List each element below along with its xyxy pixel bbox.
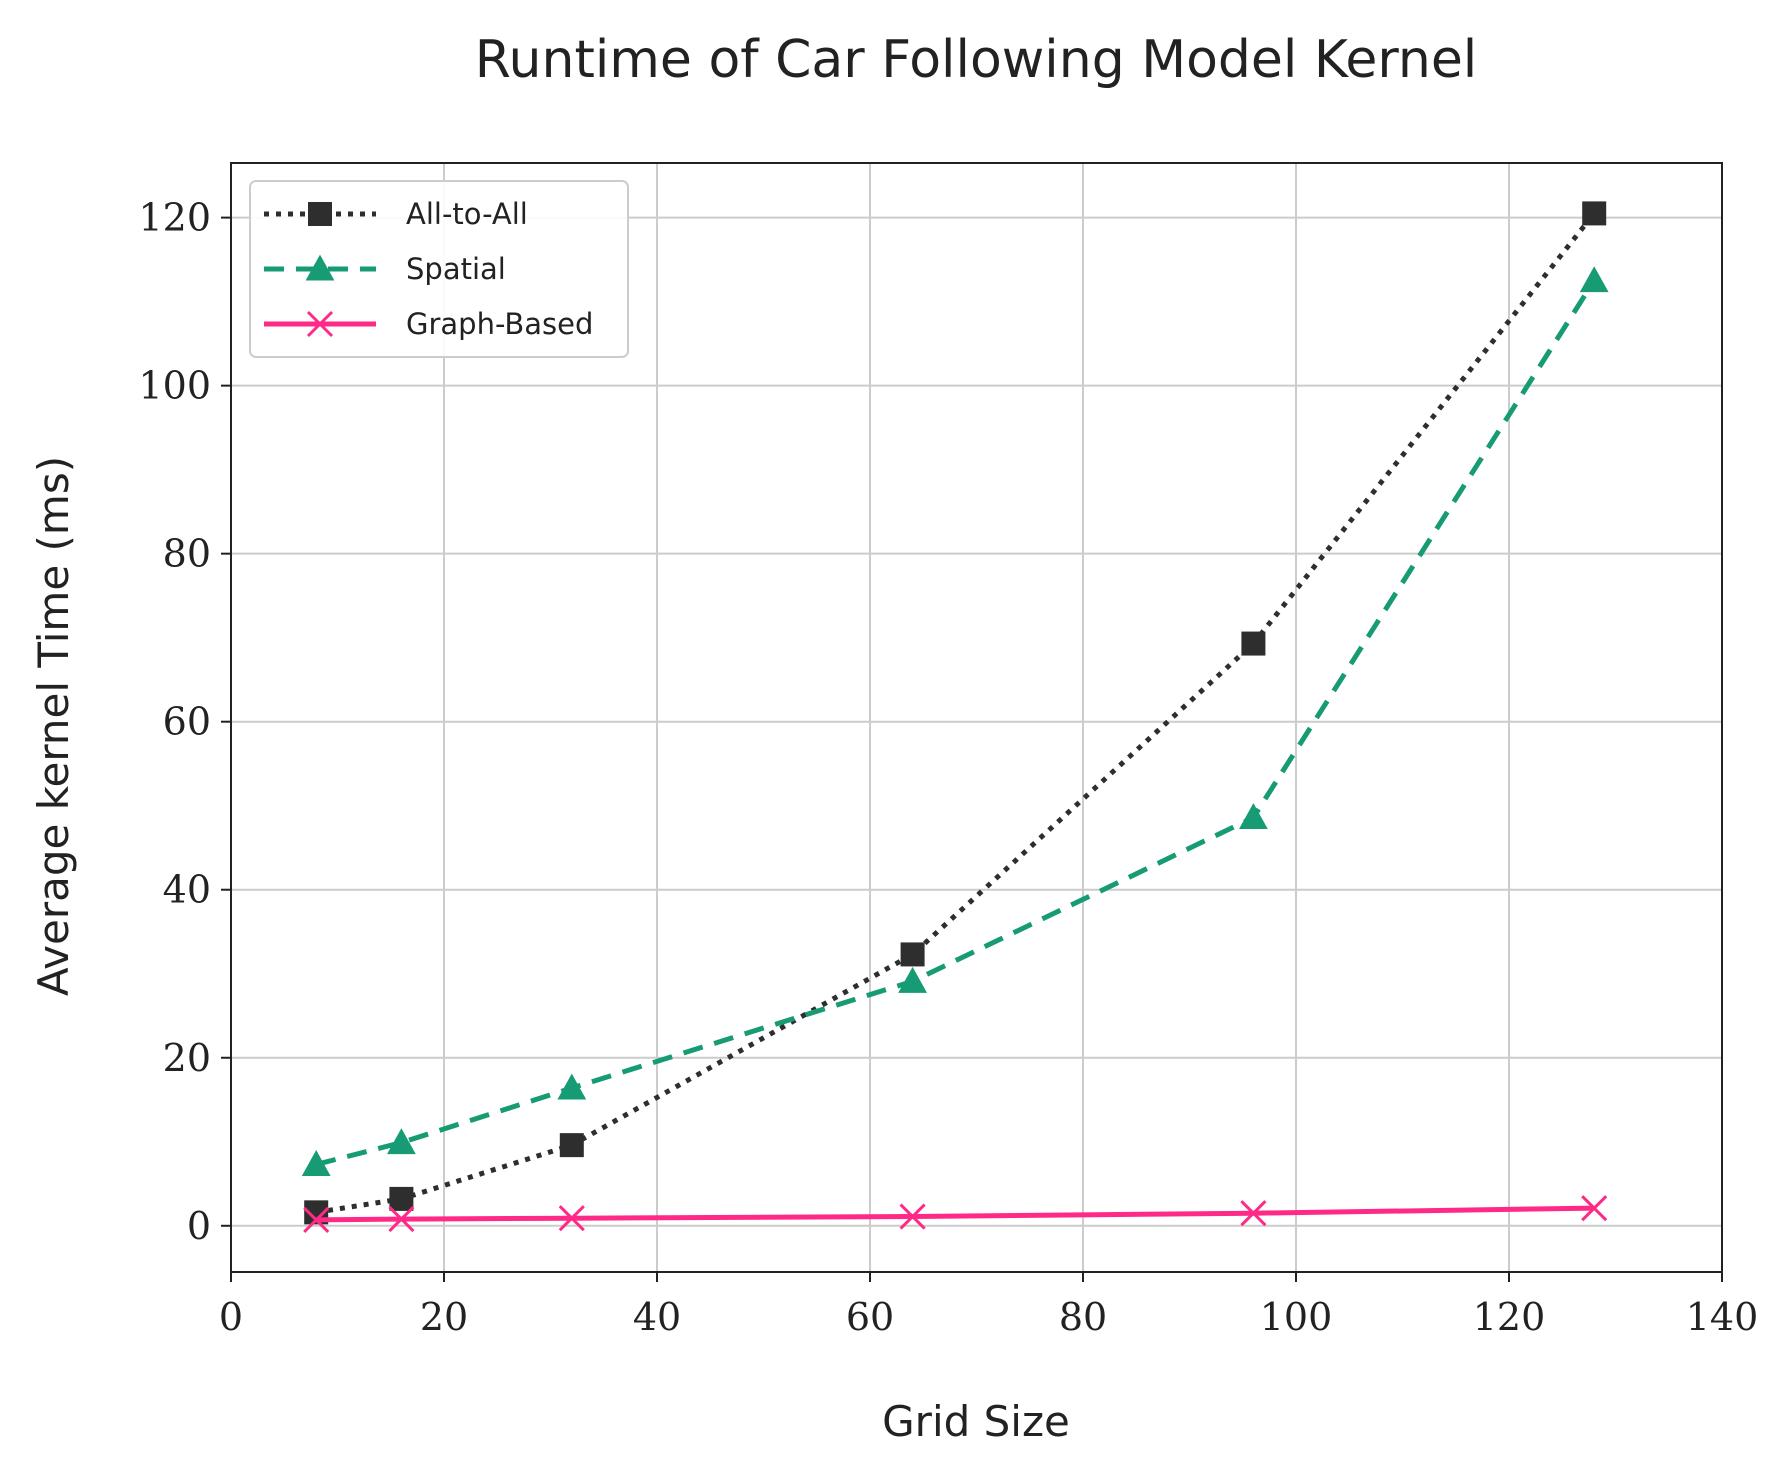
data-point-graph-based — [1581, 1195, 1608, 1222]
series-graph-based — [303, 1195, 1608, 1233]
y-axis: 0 20 40 60 80 100 120 — [138, 196, 231, 1248]
y-tick-label: 80 — [163, 532, 211, 576]
series-spatial — [301, 266, 1609, 1176]
data-point-graph-based — [388, 1206, 415, 1233]
data-point-spatial — [1239, 803, 1268, 829]
data-point-all-to-all — [389, 1186, 414, 1211]
data-point-all-to-all — [559, 1133, 584, 1158]
series-line-all-to-all — [315, 211, 1597, 1215]
data-point-spatial — [301, 1150, 331, 1176]
data-point-spatial — [557, 1073, 587, 1100]
y-tick-label: 40 — [163, 868, 211, 912]
y-tick-label: 0 — [187, 1204, 211, 1248]
data-point-spatial — [387, 1128, 416, 1155]
series-layer — [301, 201, 1609, 1233]
plot-frame — [230, 162, 1723, 1273]
x-tick-label: 20 — [420, 1295, 468, 1339]
y-axis-label: Average kernel Time (ms) — [29, 456, 78, 996]
grid — [230, 163, 1723, 1272]
data-point-all-to-all — [1241, 631, 1266, 656]
data-point-spatial — [898, 966, 927, 993]
legend-label: All-to-All — [406, 197, 528, 231]
x-tick-label: 120 — [1473, 1295, 1546, 1339]
legend: All-to-All Spatial Graph-Based — [249, 180, 629, 358]
data-point-all-to-all — [900, 942, 925, 967]
y-tick-label: 60 — [163, 700, 211, 744]
y-tick-label: 100 — [138, 364, 211, 408]
data-point-graph-based — [303, 1206, 330, 1233]
data-point-graph-based — [1240, 1200, 1267, 1227]
x-tick-label: 40 — [633, 1295, 681, 1339]
x-tick-label: 100 — [1260, 1295, 1333, 1339]
data-point-spatial — [1579, 266, 1609, 293]
y-tick-label: 20 — [163, 1036, 211, 1080]
x-tick-label: 60 — [846, 1295, 894, 1339]
series-line-graph-based — [316, 1205, 1595, 1223]
legend-marker — [305, 254, 335, 281]
series-line-spatial — [315, 279, 1597, 1167]
legend-item-all-to-all: All-to-All — [264, 197, 528, 231]
series-all-to-all — [304, 201, 1607, 1225]
x-tick-label: 0 — [219, 1295, 243, 1339]
legend-marker — [308, 202, 332, 226]
chart-title: Runtime of Car Following Model Kernel — [475, 30, 1478, 90]
legend-marker — [306, 310, 334, 338]
legend-label: Graph-Based — [406, 307, 593, 341]
data-point-graph-based — [899, 1203, 926, 1230]
x-axis-label: Grid Size — [882, 1397, 1070, 1446]
legend-item-graph-based: Graph-Based — [264, 307, 593, 341]
legend-label: Spatial — [406, 252, 506, 286]
y-tick-label: 120 — [138, 196, 211, 240]
x-axis: 0 20 40 60 80 100 120 140 — [219, 1272, 1758, 1339]
x-tick-label: 140 — [1686, 1295, 1759, 1339]
data-point-graph-based — [558, 1205, 585, 1232]
legend-item-spatial: Spatial — [264, 252, 506, 286]
x-tick-label: 80 — [1059, 1295, 1107, 1339]
legend-box — [249, 180, 629, 358]
data-point-all-to-all — [1582, 201, 1607, 226]
